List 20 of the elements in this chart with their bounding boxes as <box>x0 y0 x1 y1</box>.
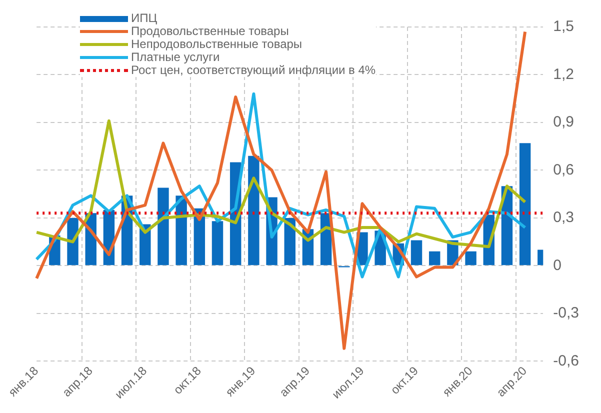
bar <box>465 251 476 266</box>
y-tick-label: 1,2 <box>553 66 574 83</box>
bar <box>519 143 531 266</box>
legend-label: Платные услуги <box>131 50 220 64</box>
y-tick-label: -0,6 <box>553 352 580 370</box>
legend-label: Продовольственные товары <box>131 24 289 38</box>
y-tick-label: 0,6 <box>553 161 574 178</box>
legend-label: Рост цен, соответствующий инфляции в 4% <box>131 63 376 77</box>
y-tick-label: 0,3 <box>553 209 574 226</box>
bar <box>410 240 422 266</box>
y-tick-label: 1,5 <box>553 18 574 36</box>
y-tick-label: 0 <box>553 256 562 274</box>
y-tick-label: 0,9 <box>553 114 574 131</box>
bar <box>428 251 440 266</box>
bar <box>212 221 224 266</box>
y-tick-label: -0,3 <box>553 304 580 322</box>
legend-label: Непродовольственные товары <box>131 37 302 51</box>
bar <box>158 188 169 266</box>
bar <box>248 156 260 266</box>
legend-label: ИПЦ <box>131 11 158 25</box>
